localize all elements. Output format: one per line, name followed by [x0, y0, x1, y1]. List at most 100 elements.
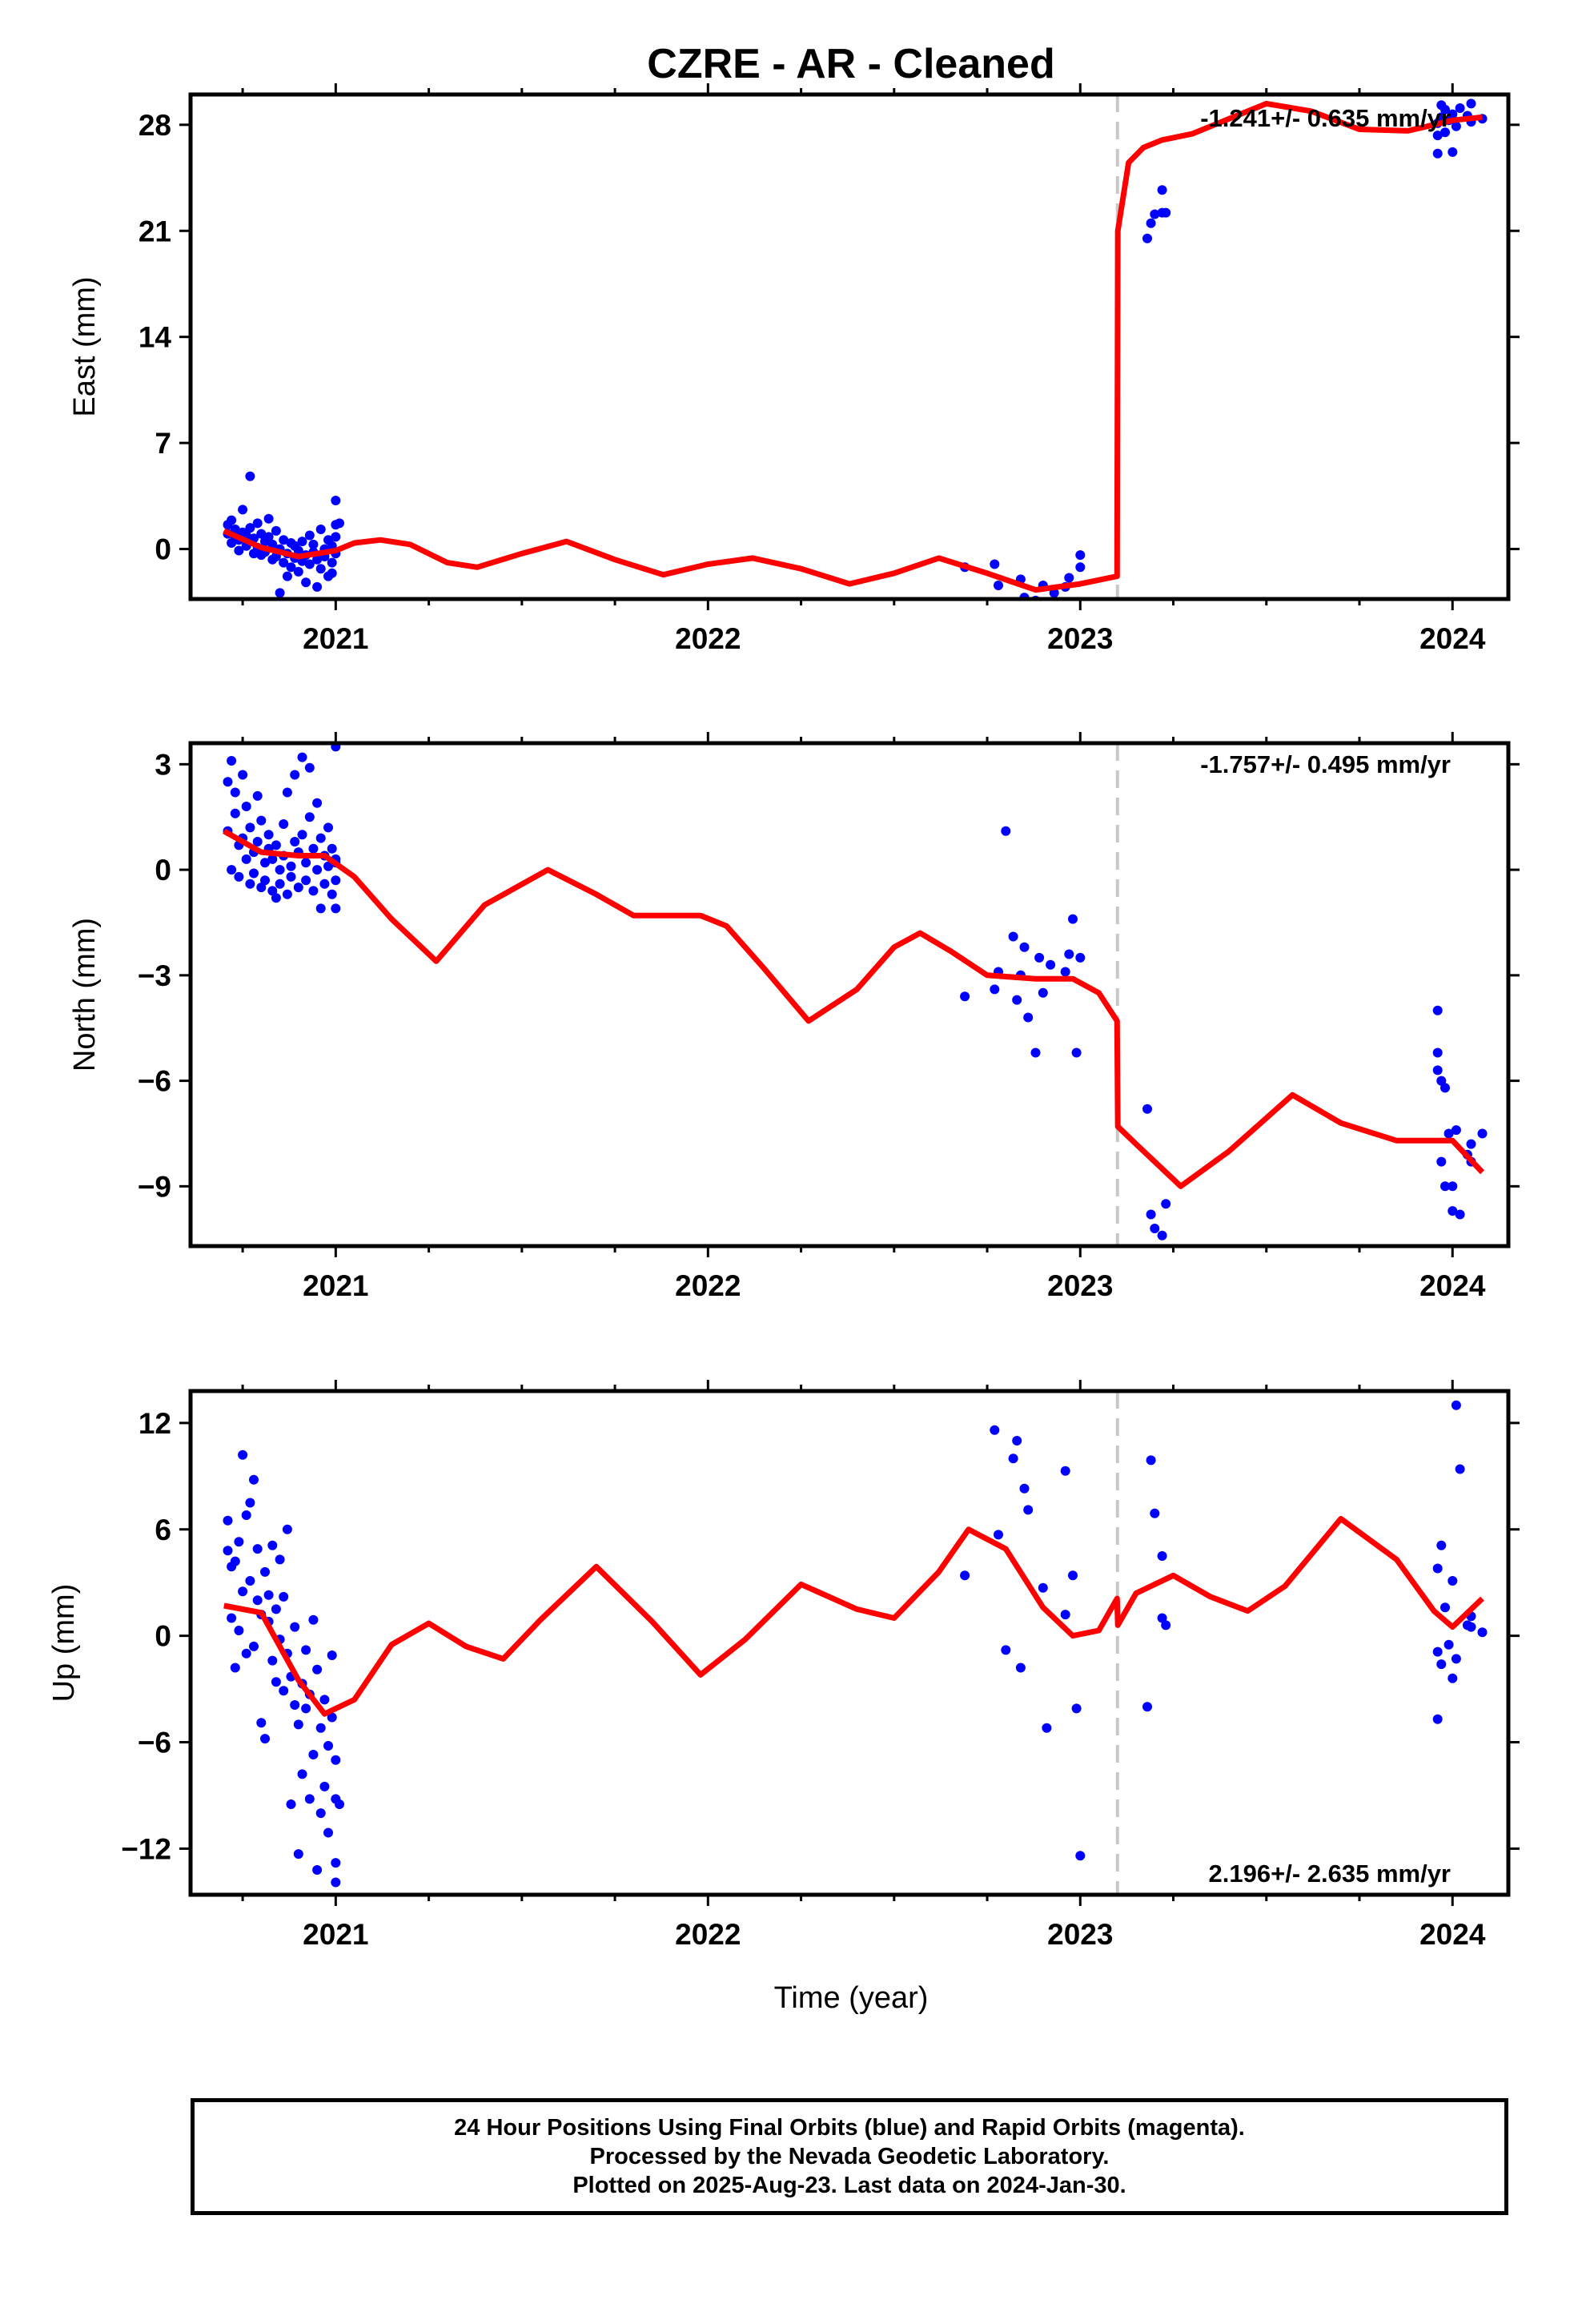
up-data-point — [297, 1769, 307, 1779]
north-x-tick-label: 2024 — [1419, 1269, 1486, 1302]
north-data-point — [331, 743, 341, 752]
north-data-point — [1030, 1047, 1041, 1058]
north-data-point — [297, 830, 307, 840]
north-data-point — [1161, 1199, 1171, 1209]
north-y-axis-label: North (mm) — [68, 918, 102, 1072]
east-data-point — [1075, 562, 1086, 573]
east-data-point — [238, 505, 248, 515]
up-data-point — [1477, 1627, 1488, 1638]
up-data-point — [279, 1686, 289, 1696]
north-data-point — [1075, 952, 1086, 963]
up-data-point — [1447, 1673, 1458, 1683]
up-data-point — [1455, 1464, 1465, 1474]
east-data-point — [282, 571, 292, 581]
north-data-point — [323, 822, 333, 833]
north-data-point — [1443, 1128, 1454, 1139]
north-data-point — [1068, 914, 1078, 924]
up-x-tick-label: 2024 — [1419, 1918, 1486, 1951]
east-x-tick-label: 2023 — [1047, 622, 1113, 655]
up-data-point — [275, 1554, 285, 1565]
up-data-point — [1451, 1400, 1461, 1410]
north-data-point — [1436, 1076, 1447, 1086]
north-data-point — [960, 991, 970, 1002]
north-data-point — [290, 770, 300, 780]
north-data-point — [263, 830, 274, 840]
east-data-point — [245, 523, 255, 533]
east-data-point — [1451, 121, 1461, 131]
north-data-point — [238, 770, 248, 780]
east-data-point — [279, 557, 289, 568]
east-data-point — [1161, 207, 1171, 218]
north-data-point — [1023, 1012, 1034, 1023]
north-data-point — [252, 790, 263, 801]
north-data-point — [282, 889, 292, 899]
up-data-point — [312, 1865, 323, 1875]
north-x-tick-label: 2023 — [1047, 1269, 1113, 1302]
up-data-point — [260, 1566, 270, 1577]
east-x-tick-label: 2024 — [1419, 622, 1486, 655]
up-data-point — [323, 1741, 333, 1751]
up-y-tick-label: 0 — [155, 1620, 171, 1653]
north-data-point — [1440, 1083, 1450, 1093]
east-data-point — [331, 532, 341, 542]
up-data-point — [308, 1750, 319, 1759]
east-data-point — [1146, 218, 1156, 228]
up-data-point — [304, 1794, 315, 1804]
up-x-tick-label: 2021 — [303, 1918, 368, 1951]
up-data-point — [230, 1663, 240, 1673]
east-data-point — [1447, 109, 1458, 119]
east-rate-label: -1.241+/- 0.635 mm/yr — [1200, 104, 1451, 132]
up-data-point — [1150, 1508, 1160, 1518]
east-data-point — [304, 530, 315, 541]
east-data-point — [1157, 185, 1167, 195]
up-data-point — [245, 1498, 255, 1508]
east-data-point — [1075, 550, 1086, 561]
north-data-point — [1146, 1209, 1156, 1220]
up-data-point — [1071, 1703, 1082, 1714]
footer-info-box: 24 Hour Positions Using Final Orbits (bl… — [191, 2098, 1508, 2215]
east-data-point — [1466, 99, 1476, 109]
up-data-point — [319, 1695, 330, 1705]
up-fit-line — [223, 1516, 1484, 1717]
north-data-point — [301, 858, 311, 868]
north-data-point — [304, 762, 315, 773]
up-data-point — [1157, 1613, 1167, 1623]
east-data-point — [271, 525, 281, 536]
north-data-point — [1071, 1047, 1082, 1058]
north-fit-line — [223, 828, 1485, 1189]
up-data-point — [293, 1849, 303, 1860]
up-data-point — [234, 1626, 244, 1635]
up-data-point — [252, 1595, 263, 1606]
up-points — [223, 1400, 1488, 1888]
east-data-point — [293, 566, 303, 577]
east-data-point — [286, 562, 296, 573]
north-data-point — [297, 752, 307, 762]
east-fit-line — [223, 100, 1483, 593]
east-data-point — [327, 557, 337, 568]
up-data-point — [1015, 1663, 1026, 1673]
north-data-point — [1019, 942, 1030, 952]
east-plot-frame — [188, 92, 1511, 601]
north-data-point — [1012, 995, 1022, 1005]
up-data-point — [1440, 1602, 1450, 1613]
up-data-point — [267, 1655, 278, 1666]
east-data-point — [234, 545, 244, 556]
north-data-point — [990, 984, 1000, 995]
north-data-point — [327, 889, 337, 899]
east-data-point — [279, 535, 289, 545]
east-data-point — [327, 568, 337, 578]
up-data-point — [282, 1524, 292, 1534]
east-data-point — [304, 559, 315, 569]
up-data-point — [312, 1664, 323, 1675]
east-data-point — [245, 471, 255, 481]
north-data-point — [1142, 1104, 1152, 1114]
footer-line-processed: Processed by the Nevada Geodetic Laborat… — [589, 2144, 1110, 2169]
north-data-point — [1046, 959, 1056, 970]
east-data-point — [1440, 104, 1450, 115]
up-data-point — [1038, 1582, 1048, 1593]
north-data-point — [1451, 1125, 1461, 1136]
up-data-point — [1008, 1454, 1018, 1464]
up-panel: 2021 2022 2023 2024 12 6 0 −6 −12 Up (mm) 2.196+/-… — [47, 1380, 1520, 1951]
up-data-point — [223, 1515, 233, 1526]
